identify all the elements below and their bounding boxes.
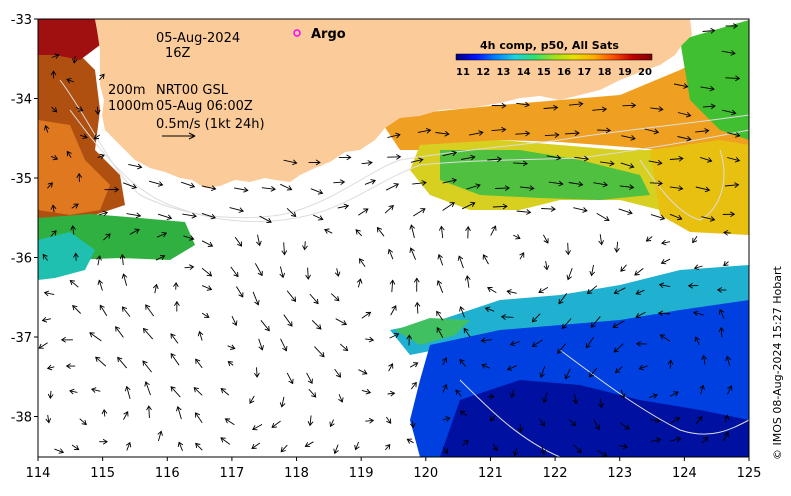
product-label: NRT00 GSL [156,83,229,98]
colorbar-tick-label: 18 [598,67,612,78]
x-axis-tick-label: 122 [543,466,568,481]
y-axis-tick-label: -38 [11,411,32,426]
colorbar-tick-label: 20 [638,67,652,78]
colorbar-tick-label: 11 [456,67,470,78]
x-axis-tick-label: 118 [284,466,309,481]
x-axis-tick-label: 120 [413,466,438,481]
y-axis-tick-label: -33 [11,13,32,28]
product-time-label: 05-Aug 06:00Z [156,99,253,114]
x-axis-tick-label: 119 [349,466,374,481]
velocity-scale-label: 0.5m/s (1kt 24h) [156,117,265,132]
colorbar-tick-label: 17 [577,67,591,78]
x-axis-tick-label: 123 [607,466,632,481]
x-axis-tick-label: 114 [26,466,51,481]
y-axis: -33 -34 -35 -36 -37 -38 [11,13,38,426]
colorbar-tick-label: 16 [557,67,571,78]
colorbar-tick-label: 13 [496,67,510,78]
x-axis-tick-label: 124 [672,466,697,481]
y-axis-tick-label: -34 [11,93,32,108]
x-axis-tick-label: 121 [478,466,503,481]
colorbar-tick-label: 12 [476,67,490,78]
colorbar-tick-label: 19 [618,67,632,78]
y-axis-tick-label: -36 [11,252,32,267]
x-axis-tick-label: 116 [155,466,180,481]
y-axis-tick-label: -37 [11,331,32,346]
colorbar-tick-label: 14 [517,67,531,78]
depth-label-1000m: 1000m [108,99,154,114]
depth-label-200m: 200m [108,83,145,98]
x-axis-tick-label: 125 [737,466,762,481]
credit-text: © IMOS 08-Aug-2024 15:27 Hobart [771,266,784,460]
y-axis-tick-label: -35 [11,172,32,187]
argo-legend-label: Argo [311,27,346,42]
map-time: 16Z [165,46,191,61]
map-date: 05-Aug-2024 [156,31,240,46]
x-axis-tick-label: 117 [219,466,244,481]
colorbar-title: 4h comp, p50, All Sats [480,39,619,52]
x-axis-tick-label: 115 [90,466,115,481]
colorbar-tick-label: 15 [537,67,551,78]
colorbar-gradient [456,54,652,60]
x-axis: 114 115 116 117 118 119 120 121 122 123 124 125 [26,457,762,481]
